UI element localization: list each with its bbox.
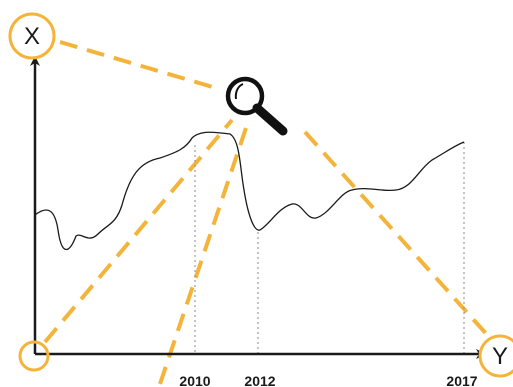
orange-rays (43, 40, 492, 385)
y-axis-letter: X (24, 23, 40, 50)
ray-magnifier-to-y (303, 130, 492, 340)
x-axis-label-badge: Y (478, 334, 513, 378)
ray-bottom-to-magnifier (158, 121, 250, 385)
tick-labels: 2010 2012 2017 (179, 373, 477, 387)
origin-circle (18, 340, 50, 372)
magnifier-glint (234, 83, 244, 100)
data-curve (34, 131, 465, 251)
tick-label-2010: 2010 (179, 373, 210, 387)
tick-label-2012: 2012 (244, 373, 275, 387)
y-axis-label-badge: X (8, 12, 56, 60)
y-axis-label-circle (8, 12, 56, 60)
x-axis-label-circle (478, 334, 513, 378)
magnifier-lens (225, 76, 265, 116)
magnifier-handle (252, 103, 288, 136)
ray-origin-to-magnifier (43, 118, 234, 344)
magnifying-glass-icon (225, 76, 288, 136)
x-axis-letter: Y (492, 343, 508, 370)
ray-x-to-magnifier (59, 40, 217, 90)
axes (30, 56, 486, 359)
vertical-guides (194, 142, 465, 354)
tick-label-2017: 2017 (446, 373, 477, 387)
